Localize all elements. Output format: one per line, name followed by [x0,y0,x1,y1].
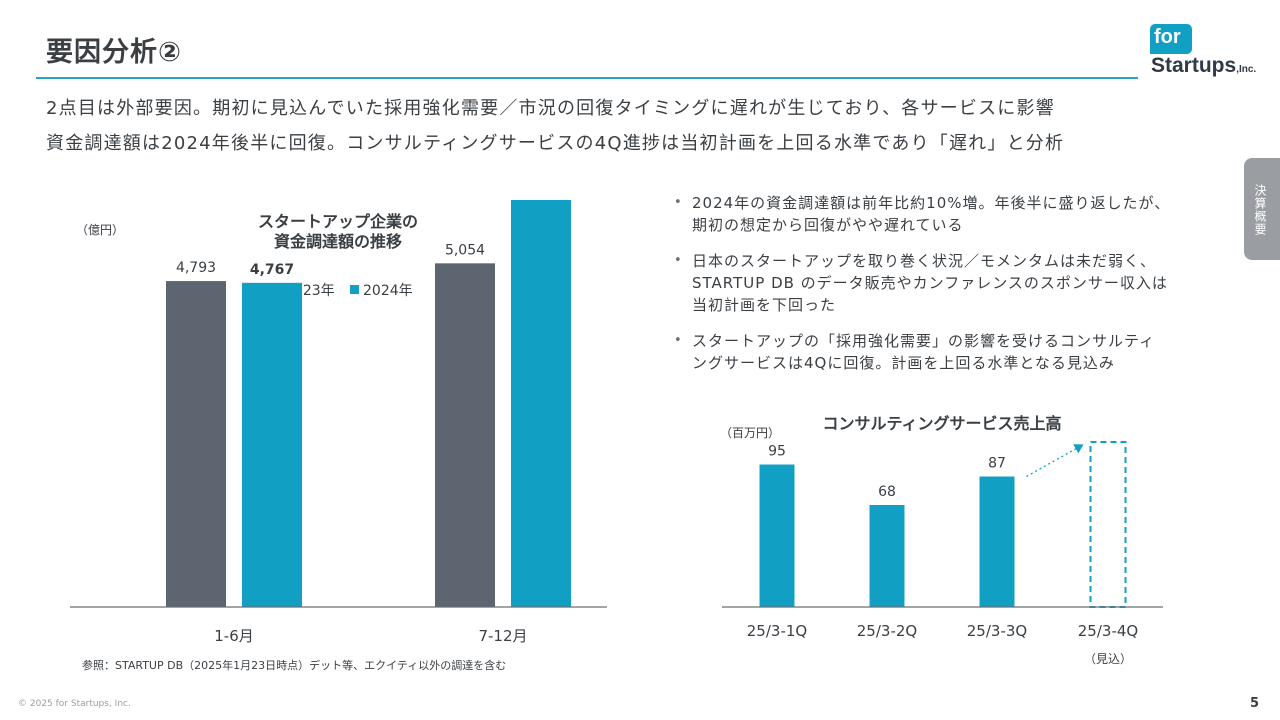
bullet-item: スタートアップの「採用強化需要」の影響を受けるコンサルティ ングサービスは4Qに… [674,330,1234,374]
lead-line-2: 資金調達額は2024年後半に回復。コンサルティングサービスの4Q進捗は当初計画を… [46,133,1065,154]
consulting-category-2: 25/3-2Q [857,622,917,640]
bullet-3-line-1: スタートアップの「採用強化需要」の影響を受けるコンサルティ [692,332,1156,350]
lead-line-1: 2点目は外部要因。期初に見込んでいた採用強化需要／市況の回復タイミングに遅れが生… [46,98,1055,119]
funding-bar-2-2 [511,200,571,607]
logo-badge: for [1150,24,1192,54]
logo-wordmark: Startups,Inc. [1151,54,1256,78]
bullet-2-line-1: 日本のスタートアップを取り巻く状況／モメンタムは未だ弱く、 [692,252,1157,270]
footer-copyright: © 2025 for Startups, Inc. [18,699,131,709]
consulting-chart-bars: 95 68 87 [759,441,1127,608]
logo-name-text: Startups [1151,54,1237,77]
bullet-1-line-1: 2024年の資金調達額は前年比約10%増。年後半に盛り返したが、 [692,194,1171,212]
funding-bar-2-1 [435,263,495,607]
legend-label-2: 2024年 [363,283,413,299]
funding-category-2: 7-12月 [478,627,527,645]
consulting-chart-categories: 25/3-1Q 25/3-2Q 25/3-3Q 25/3-4Q [747,622,1138,640]
page-title: 要因分析② [46,37,182,68]
forecast-note: （見込） [1084,652,1132,666]
forecast-arrow [1026,444,1084,478]
consulting-category-1: 25/3-1Q [747,622,807,640]
funding-category-1: 1-6月 [214,627,254,645]
bullet-item: 2024年の資金調達額は前年比約10%増。年後半に盛り返したが、 期初の想定から… [674,192,1234,236]
funding-chart-title-line-2: 資金調達額の推移 [274,232,402,251]
bullet-2-line-2: STARTUP DB のデータ販売やカンファレンスのスポンサー収入は [692,274,1168,292]
bullet-1-line-2: 期初の想定から回復がやや遅れている [692,216,964,234]
consulting-chart-unit: （百万円） [720,426,780,440]
bullet-3-line-2: ングサービスは4Qに回復。計画を上回る水準となる見込み [692,354,1115,372]
side-tab-summary[interactable]: 決算概要 [1244,158,1280,260]
consulting-bar-value-3: 87 [988,456,1006,472]
consulting-chart-title: コンサルティングサービス売上高 [822,414,1061,433]
funding-chart-unit: （億円） [76,223,124,237]
bullet-2-line-3: 当初計画を下回った [692,296,837,314]
funding-bar-value-2-1: 5,054 [445,242,485,258]
logo-for-text: for [1154,26,1181,48]
consulting-bar-value-1: 95 [768,444,786,460]
page-number: 5 [1250,696,1260,711]
consulting-forecast-bar [1089,441,1127,608]
funding-chart-source-note: 参照：STARTUP DB（2025年1月23日時点）デット等、エクイティ以外の… [82,658,506,672]
consulting-bar-3 [979,476,1015,607]
funding-bar-1-1 [166,281,226,607]
consulting-bar-1 [759,464,795,607]
funding-bar-1-2 [242,282,302,607]
funding-bar-value-1-2: 4,767 [250,262,294,278]
company-logo: for Startups,Inc. [1150,24,1266,80]
consulting-category-4: 25/3-4Q [1078,622,1138,640]
consulting-bar-2 [869,505,905,607]
funding-chart-categories: 1-6月 7-12月 [214,627,527,645]
logo-inc-text: ,Inc. [1236,64,1257,75]
consulting-bar-value-2: 68 [878,484,896,500]
legend-swatch-2 [350,285,359,294]
bullet-item: 日本のスタートアップを取り巻く状況／モメンタムは未だ弱く、 STARTUP DB… [674,250,1234,316]
funding-bar-value-1-1: 4,793 [176,260,216,276]
funding-chart: （億円） スタートアップ企業の 資金調達額の推移 2023年 2024年 4,79… [70,200,607,672]
consulting-category-3: 25/3-3Q [967,622,1027,640]
side-tab-label: 決算概要 [1253,184,1267,236]
funding-chart-title-line-1: スタートアップ企業の [258,212,418,231]
summary-bullets: 2024年の資金調達額は前年比約10%増。年後半に盛り返したが、 期初の想定から… [674,192,1234,388]
title-divider [36,77,1138,79]
